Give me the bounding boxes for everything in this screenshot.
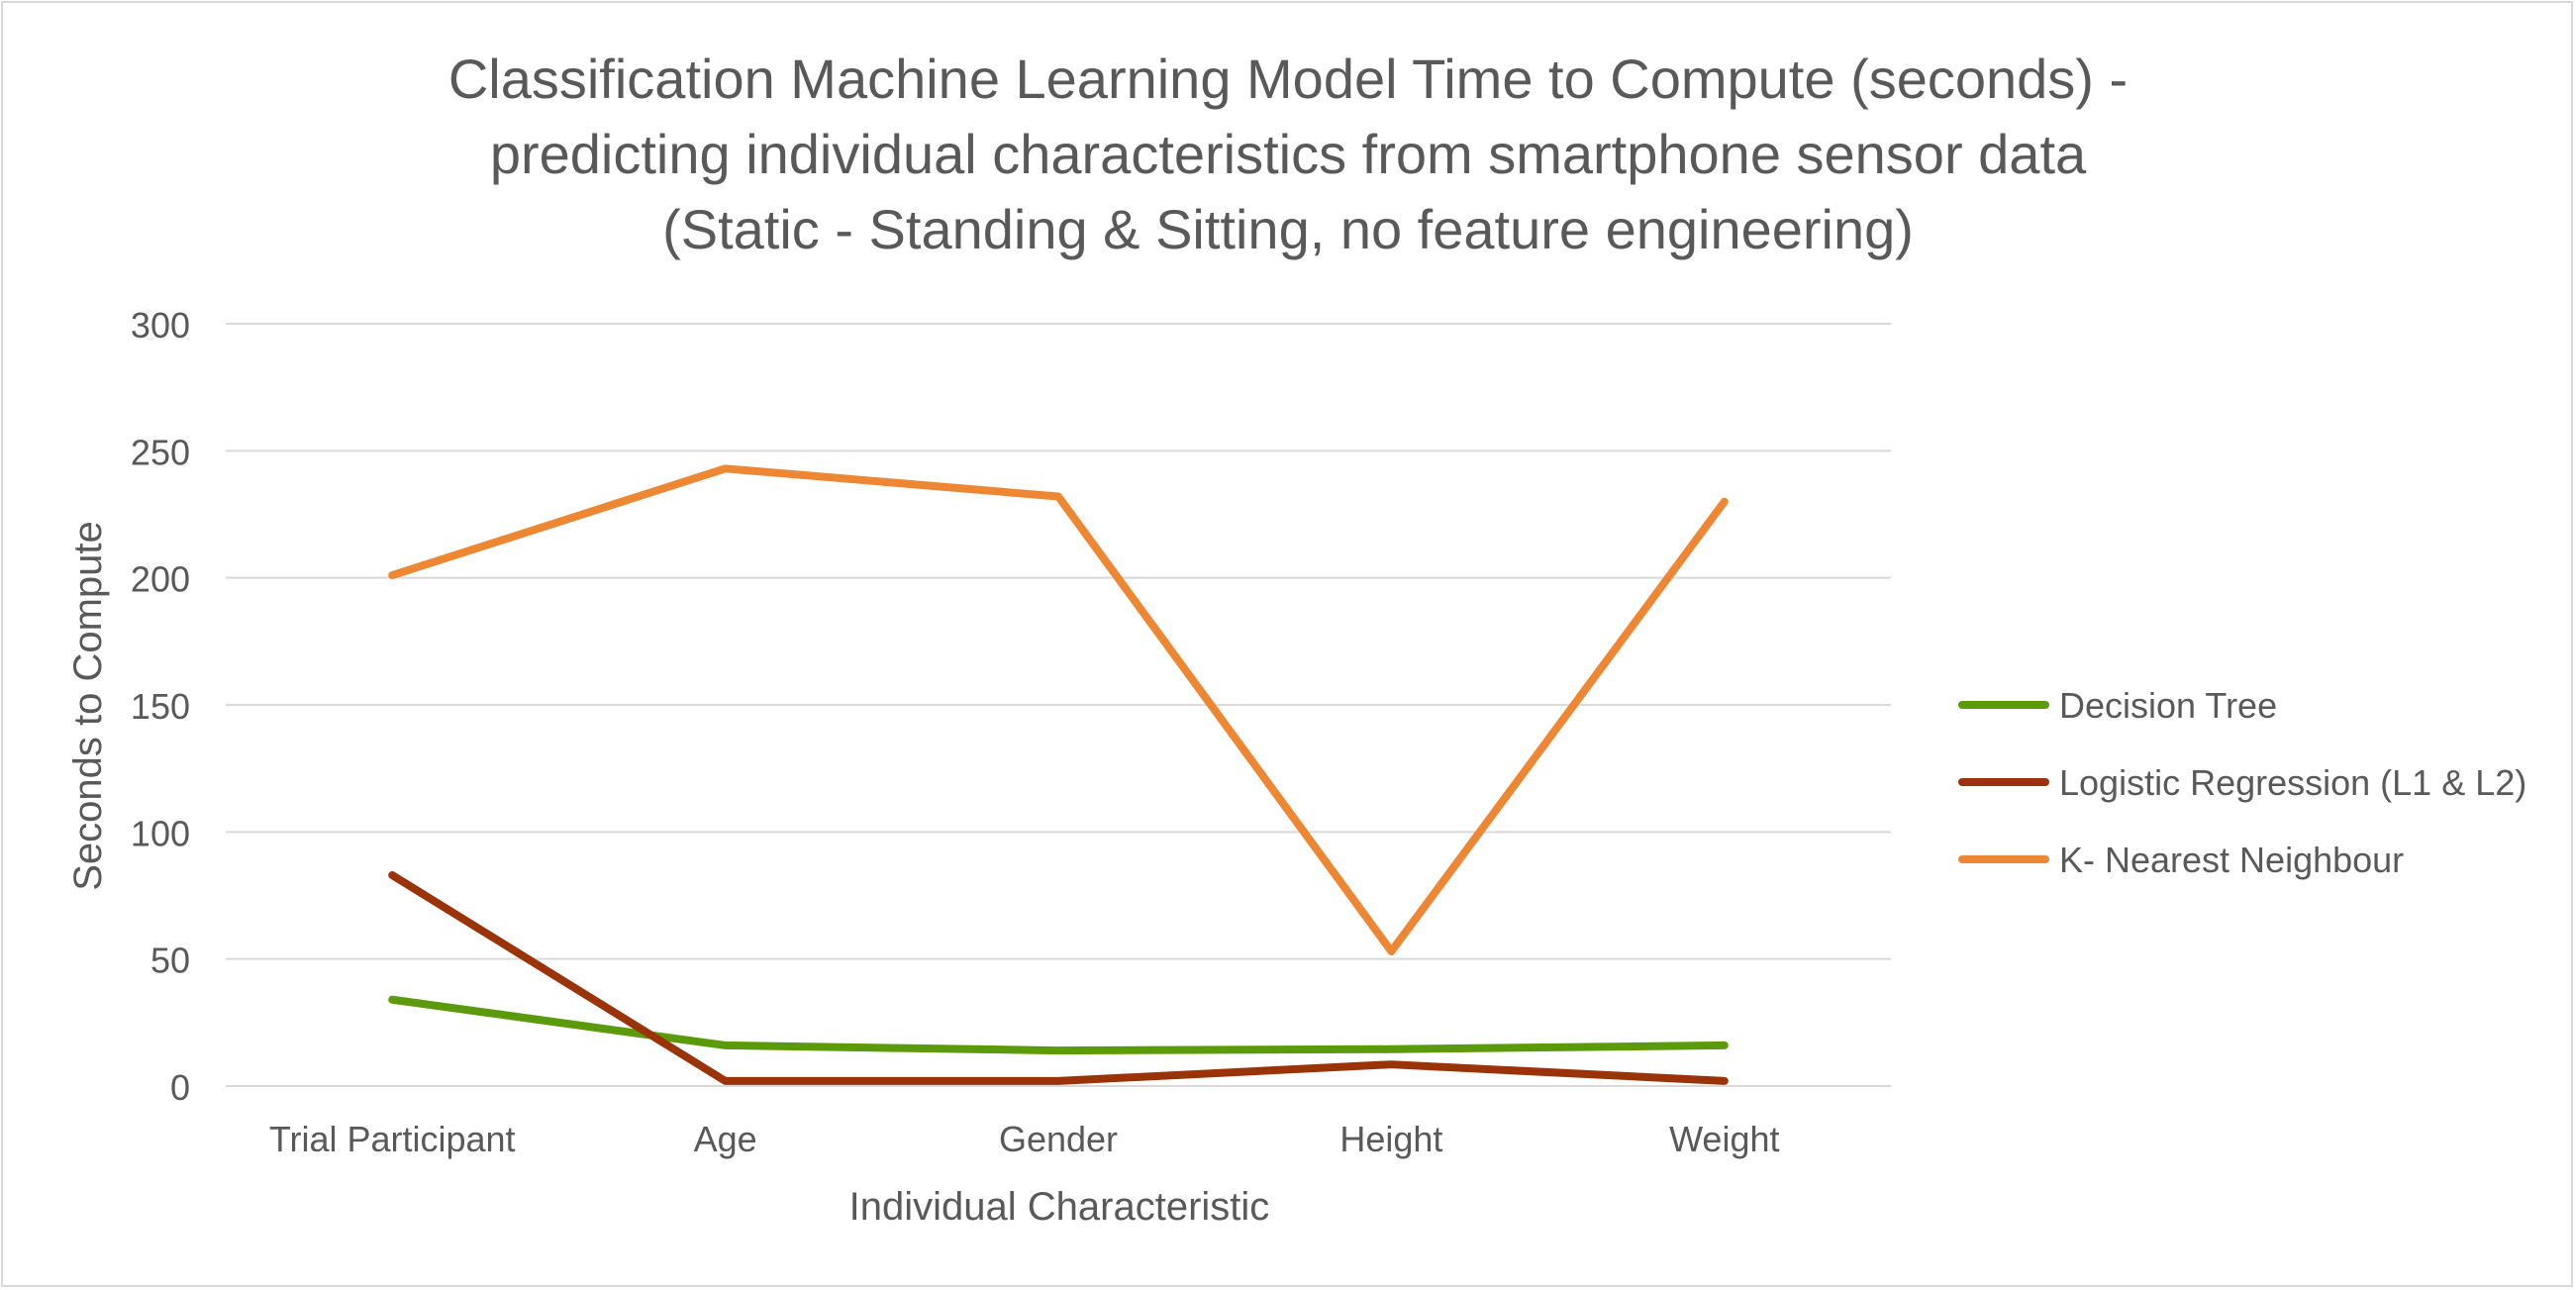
chart-title-line-3: (Static - Standing & Sitting, no feature…	[662, 198, 1914, 260]
y-axis-ticks: 0 50 100 150 200 250 300	[131, 305, 190, 1108]
series-line-0	[388, 995, 1729, 1055]
y-axis-label: Seconds to Compute	[66, 521, 110, 891]
x-tick-label: Age	[694, 1119, 757, 1159]
x-tick-label: Height	[1339, 1119, 1442, 1159]
x-tick-label: Weight	[1669, 1119, 1779, 1159]
x-axis-label: Individual Characteristic	[849, 1185, 1270, 1229]
x-tick-label: Trial Participant	[269, 1119, 516, 1159]
x-tick-label: Gender	[999, 1119, 1118, 1159]
y-tick-label: 200	[131, 559, 190, 600]
legend-label: Logistic Regression (L1 & L2)	[2059, 762, 2526, 803]
chart-title-line-1: Classification Machine Learning Model Ti…	[447, 48, 2129, 110]
y-tick-label: 300	[131, 305, 190, 346]
chart-title: Classification Machine Learning Model Ti…	[0, 42, 2576, 267]
gridlines	[226, 323, 1891, 1087]
y-tick-label: 150	[131, 686, 190, 727]
series-lines	[388, 464, 1729, 1085]
series-line-2	[388, 464, 1729, 955]
y-tick-label: 100	[131, 813, 190, 853]
chart-title-line-2: predicting individual characteristics fr…	[489, 123, 2087, 185]
legend-label: Decision Tree	[2059, 685, 2277, 726]
y-tick-label: 0	[170, 1067, 190, 1108]
x-axis-ticks: Trial Participant Age Gender Height Weight	[269, 1119, 1780, 1159]
y-tick-label: 250	[131, 432, 190, 472]
legend-label: K- Nearest Neighbour	[2059, 840, 2404, 880]
y-tick-label: 50	[150, 941, 190, 981]
legend: Decision Tree Logistic Regression (L1 & L…	[1958, 685, 2526, 880]
